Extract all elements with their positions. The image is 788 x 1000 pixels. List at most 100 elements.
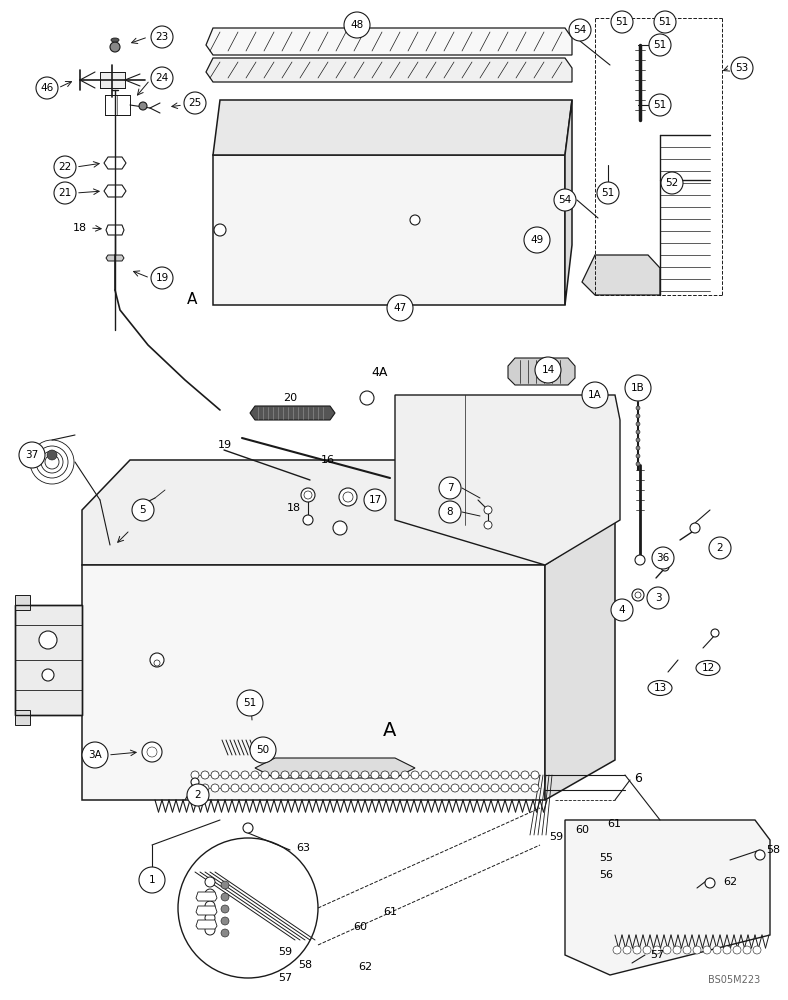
Text: 51: 51 [653, 40, 667, 50]
Polygon shape [213, 100, 572, 155]
Circle shape [531, 771, 539, 779]
Text: 37: 37 [25, 450, 39, 460]
Circle shape [291, 784, 299, 792]
Polygon shape [206, 58, 572, 82]
Text: 54: 54 [559, 195, 571, 205]
Circle shape [441, 784, 449, 792]
Circle shape [649, 34, 671, 56]
Text: 4A: 4A [372, 365, 388, 378]
Circle shape [241, 771, 249, 779]
Text: 53: 53 [735, 63, 749, 73]
Text: 60: 60 [575, 825, 589, 835]
Polygon shape [565, 100, 572, 305]
Circle shape [663, 946, 671, 954]
Circle shape [191, 784, 199, 792]
Circle shape [461, 784, 469, 792]
Circle shape [431, 784, 439, 792]
Text: 62: 62 [723, 877, 737, 887]
Circle shape [211, 784, 219, 792]
Text: 1A: 1A [588, 390, 602, 400]
Circle shape [582, 382, 608, 408]
Circle shape [683, 946, 691, 954]
Circle shape [421, 784, 429, 792]
Text: 14: 14 [541, 365, 555, 375]
Ellipse shape [696, 660, 720, 676]
Circle shape [221, 917, 229, 925]
Text: 19: 19 [155, 273, 169, 283]
Circle shape [281, 771, 289, 779]
Circle shape [654, 11, 676, 33]
Circle shape [521, 784, 529, 792]
Circle shape [110, 42, 120, 52]
Circle shape [321, 784, 329, 792]
Circle shape [461, 771, 469, 779]
Ellipse shape [648, 680, 672, 696]
Circle shape [709, 537, 731, 559]
Circle shape [331, 784, 339, 792]
Text: 48: 48 [351, 20, 363, 30]
Circle shape [303, 515, 313, 525]
Circle shape [649, 94, 671, 116]
Text: 61: 61 [607, 819, 621, 829]
Circle shape [441, 771, 449, 779]
Circle shape [132, 499, 154, 521]
Circle shape [321, 771, 329, 779]
Circle shape [635, 555, 645, 565]
Circle shape [291, 771, 299, 779]
Circle shape [45, 455, 59, 469]
Text: 7: 7 [447, 483, 453, 493]
Polygon shape [545, 520, 615, 800]
Circle shape [661, 563, 669, 571]
Circle shape [205, 877, 215, 887]
Circle shape [241, 784, 249, 792]
Circle shape [82, 742, 108, 768]
Circle shape [343, 492, 353, 502]
Text: 62: 62 [358, 962, 372, 972]
Polygon shape [565, 820, 770, 975]
Circle shape [341, 771, 349, 779]
Text: 4: 4 [619, 605, 626, 615]
Text: 51: 51 [601, 188, 615, 198]
Circle shape [381, 771, 389, 779]
Text: A: A [187, 292, 197, 308]
Circle shape [261, 784, 269, 792]
Text: 23: 23 [155, 32, 169, 42]
Circle shape [301, 784, 309, 792]
Circle shape [221, 881, 229, 889]
Polygon shape [106, 255, 124, 261]
Text: 19: 19 [218, 440, 232, 450]
Circle shape [344, 12, 370, 38]
Circle shape [661, 172, 683, 194]
Circle shape [554, 189, 576, 211]
Text: 59: 59 [278, 947, 292, 957]
Text: 25: 25 [188, 98, 202, 108]
Circle shape [339, 488, 357, 506]
Text: 22: 22 [58, 162, 72, 172]
Circle shape [636, 430, 640, 434]
Circle shape [151, 26, 173, 48]
Circle shape [613, 946, 621, 954]
Circle shape [30, 440, 74, 484]
Text: 60: 60 [353, 922, 367, 932]
Circle shape [304, 491, 312, 499]
Circle shape [237, 690, 263, 716]
Circle shape [257, 740, 273, 756]
Circle shape [401, 784, 409, 792]
Circle shape [191, 771, 199, 779]
Circle shape [693, 946, 701, 954]
Circle shape [178, 838, 318, 978]
Circle shape [484, 506, 492, 514]
Circle shape [139, 102, 147, 110]
Polygon shape [100, 72, 125, 88]
Polygon shape [250, 406, 335, 420]
Circle shape [381, 784, 389, 792]
Circle shape [703, 946, 711, 954]
Circle shape [501, 784, 509, 792]
Circle shape [243, 823, 253, 833]
Polygon shape [82, 460, 615, 565]
Circle shape [611, 599, 633, 621]
Circle shape [205, 901, 215, 911]
Polygon shape [196, 892, 217, 901]
Circle shape [150, 653, 164, 667]
Circle shape [205, 889, 215, 899]
